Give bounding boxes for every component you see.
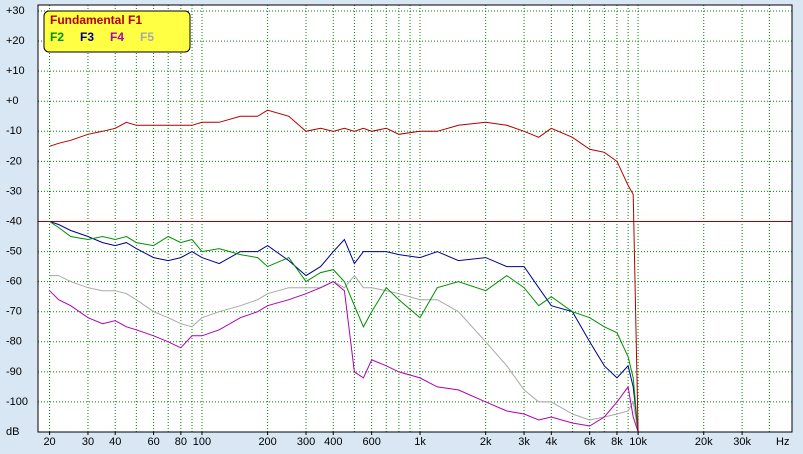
y-tick-label: +0	[6, 95, 19, 107]
legend-entry: F5	[140, 30, 154, 44]
series-line	[49, 221, 639, 433]
x-tick-label: 40	[109, 436, 121, 448]
x-tick-label: 4k	[546, 436, 558, 448]
y-axis-label: dB	[6, 426, 19, 438]
y-tick-label: -30	[6, 185, 22, 197]
plot-border	[37, 4, 793, 433]
x-tick-label: 600	[362, 436, 380, 448]
y-tick-label: -100	[6, 396, 28, 408]
y-tick-label: -20	[6, 155, 22, 167]
y-tick-label: -60	[6, 276, 22, 288]
x-tick-label: 20	[43, 436, 55, 448]
x-tick-label: 8k	[611, 436, 623, 448]
x-tick-label: 30	[82, 436, 94, 448]
legend-entry: F3	[80, 30, 94, 44]
x-tick-label: 10k	[629, 436, 647, 448]
x-tick-label: 80	[175, 436, 187, 448]
y-tick-label: -40	[6, 215, 22, 227]
legend	[43, 10, 191, 53]
x-tick-label: 30k	[733, 436, 751, 448]
series-line	[49, 281, 639, 433]
y-tick-label: -10	[6, 125, 22, 137]
x-tick-label: 2k	[480, 436, 492, 448]
y-tick-label: -80	[6, 336, 22, 348]
x-tick-label: 100	[193, 436, 211, 448]
x-tick-label: 60	[147, 436, 159, 448]
y-tick-label: -70	[6, 306, 22, 318]
y-tick-label: +20	[6, 35, 25, 47]
grid	[38, 5, 792, 432]
x-tick-label: 400	[324, 436, 342, 448]
x-tick-label: 300	[297, 436, 315, 448]
legend-entry: F2	[50, 30, 64, 44]
series-line	[49, 109, 639, 433]
series-line	[49, 221, 639, 433]
y-tick-label: -50	[6, 245, 22, 257]
x-tick-label: 6k	[584, 436, 596, 448]
lines	[38, 109, 792, 433]
y-tick-label: +30	[6, 5, 25, 17]
series-line	[49, 274, 639, 433]
x-axis-label: Hz	[776, 436, 789, 448]
y-tick-label: +10	[6, 65, 25, 77]
legend-entry: Fundamental F1	[50, 13, 142, 27]
x-tick-label: 3k	[518, 436, 530, 448]
x-tick-label: 200	[258, 436, 276, 448]
y-tick-label: -90	[6, 366, 22, 378]
plot-area	[37, 4, 793, 433]
x-tick-label: 1k	[414, 436, 426, 448]
x-tick-label: 20k	[695, 436, 713, 448]
legend-entry: F4	[110, 30, 124, 44]
